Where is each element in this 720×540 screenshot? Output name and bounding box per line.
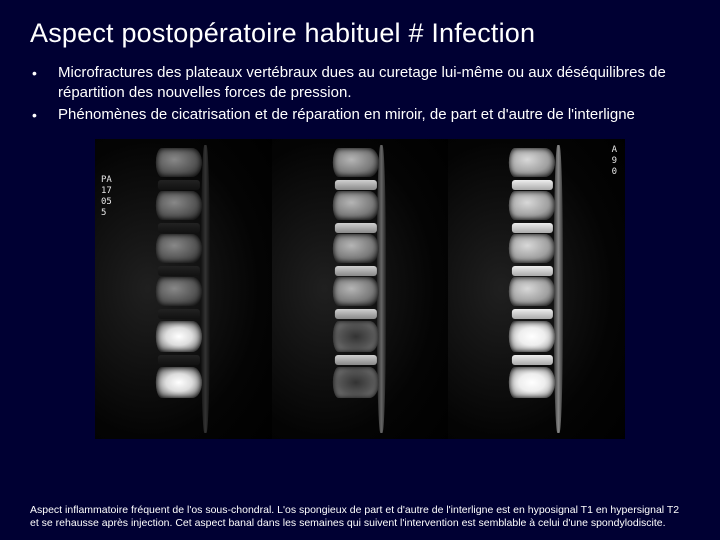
bullet-marker-icon: •	[30, 105, 58, 125]
bullet-text: Phénomènes de cicatrisation et de répara…	[58, 105, 690, 125]
bullet-item: • Phénomènes de cicatrisation et de répa…	[30, 105, 690, 125]
bullet-text: Microfractures des plateaux vertébraux d…	[58, 63, 690, 103]
caption-text: Aspect inflammatoire fréquent de l'os so…	[30, 504, 690, 530]
mri-panel-t1gd: A 9 0	[448, 139, 625, 439]
mri-overlay-text: PA 17 05 5	[101, 175, 112, 219]
mri-composite: PA 17 05 5	[95, 139, 625, 439]
mri-panel-t1: PA 17 05 5	[95, 139, 272, 439]
slide-title: Aspect postopératoire habituel # Infecti…	[30, 18, 690, 49]
slide: Aspect postopératoire habituel # Infecti…	[0, 0, 720, 540]
image-area: PA 17 05 5	[30, 137, 690, 498]
mri-overlay-text: A 9 0	[612, 145, 617, 178]
bullet-item: • Microfractures des plateaux vertébraux…	[30, 63, 690, 103]
bullet-marker-icon: •	[30, 63, 58, 83]
mri-panel-t2	[272, 139, 449, 439]
bullet-list: • Microfractures des plateaux vertébraux…	[30, 63, 690, 127]
